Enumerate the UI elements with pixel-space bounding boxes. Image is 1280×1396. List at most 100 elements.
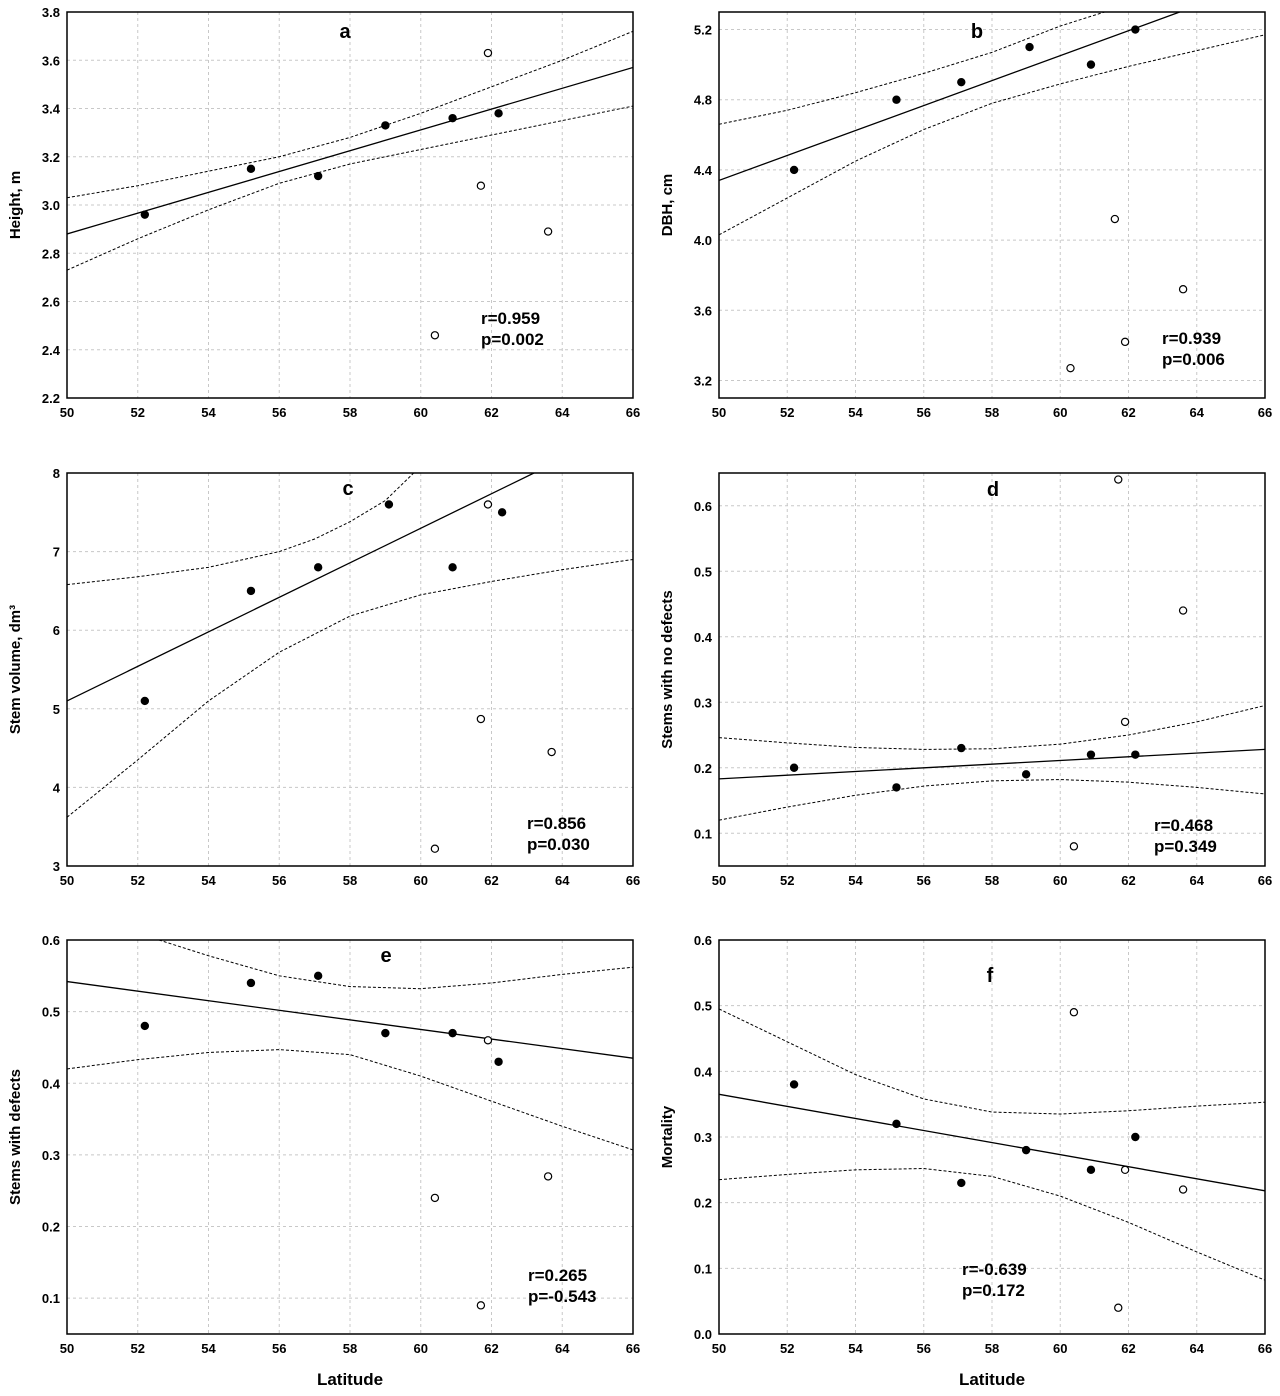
x-tick-label: 62 (1121, 873, 1135, 888)
confidence-band-lower (67, 558, 633, 818)
panel-a: 50 52 54 56 58 60 62 64 66 2.2 2.4 2.6 2.8 3.0 3.2 3.4 3… (7, 5, 640, 420)
y-tick-label: 0.2 (694, 761, 712, 776)
y-axis-title: Stems with no defects (659, 590, 676, 748)
data-point-open (476, 714, 486, 724)
confidence-band-lower (719, 779, 1265, 821)
data-point-filled (1021, 1145, 1031, 1155)
regression-line (67, 980, 633, 1059)
data-point-filled (140, 696, 150, 706)
data-point-filled (381, 121, 390, 130)
x-tick-label: 58 (343, 405, 357, 420)
data-point-open (1178, 285, 1188, 294)
stat-p: p=0.006 (1162, 350, 1225, 369)
data-point-open (430, 844, 440, 853)
x-tick-label: 58 (343, 873, 357, 888)
y-tick-label: 2.8 (42, 246, 60, 261)
data-point-open (1069, 1008, 1079, 1017)
x-tick-label: 64 (555, 1341, 570, 1356)
y-tick-label: 0.5 (694, 999, 712, 1014)
stat-r: r=0.856 (527, 814, 586, 833)
y-tick-label: 0.0 (694, 1327, 712, 1342)
confidence-band-lower (67, 1049, 633, 1151)
x-axis-title: Latitude (317, 1370, 383, 1389)
x-tick-label: 56 (917, 1341, 931, 1356)
y-tick-label: 0.2 (694, 1196, 712, 1211)
plot-frame (66, 11, 634, 399)
panel-b: 50 52 54 56 58 60 62 64 66 3.2 3.6 4.0 4.4 4.8 5.2 DBH,… (659, 11, 1272, 420)
panel-f: 50 52 54 56 58 60 62 64 66 0.0 0.1 0.2 0.3 0.4 0.5 0.6 M… (659, 933, 1272, 1389)
x-tick-label: 66 (1258, 1341, 1272, 1356)
x-tick-label: 54 (201, 873, 216, 888)
y-tick-label: 4.8 (694, 93, 712, 108)
x-tick-label: 58 (985, 1341, 999, 1356)
data-point-filled (494, 1057, 503, 1066)
y-tick-label: 0.4 (694, 630, 713, 645)
data-point-filled (384, 500, 394, 509)
data-point-open (483, 500, 493, 509)
x-tick-label: 60 (1053, 405, 1067, 420)
data-point-open (1178, 606, 1188, 615)
x-tick-label: 66 (626, 405, 640, 420)
x-tick-label: 66 (1258, 873, 1272, 888)
x-tick-label: 58 (343, 1341, 357, 1356)
x-tick-label: 52 (780, 1341, 794, 1356)
y-tick-label: 0.3 (694, 1130, 712, 1145)
plot-frame (66, 939, 634, 1335)
x-tick-label: 54 (201, 405, 216, 420)
regression-line (67, 473, 535, 702)
data-point-filled (246, 978, 256, 988)
y-tick-label: 8 (53, 466, 60, 481)
y-tick-label: 3.2 (42, 150, 60, 165)
y-tick-label: 3.6 (694, 303, 712, 318)
y-tick-label: 0.5 (42, 1005, 60, 1020)
y-tick-label: 0.3 (694, 695, 712, 710)
data-point-filled (789, 165, 799, 175)
x-tick-label: 58 (985, 873, 999, 888)
x-tick-label: 52 (131, 405, 145, 420)
data-point-open (1069, 842, 1079, 851)
y-tick-label: 0.6 (694, 499, 712, 514)
panel-label: c (342, 478, 353, 500)
data-point-filled (892, 95, 901, 104)
x-tick-label: 62 (484, 873, 498, 888)
y-tick-label: 2.6 (42, 295, 60, 310)
y-tick-label: 0.5 (694, 564, 712, 579)
y-tick-label: 3.4 (42, 102, 61, 117)
confidence-band-lower (67, 105, 633, 271)
y-tick-label: 3.8 (42, 5, 60, 20)
stat-p: p=0.030 (527, 835, 590, 854)
y-tick-label: 3.2 (694, 373, 712, 388)
x-tick-label: 50 (712, 405, 726, 420)
data-point-filled (957, 743, 966, 753)
data-point-filled (892, 1119, 901, 1129)
y-tick-label: 0.3 (42, 1148, 60, 1163)
panel-label: b (971, 21, 983, 43)
y-tick-label: 0.1 (42, 1291, 60, 1306)
data-point-filled (1131, 750, 1140, 759)
x-tick-label: 60 (1053, 1341, 1067, 1356)
x-tick-label: 56 (272, 1341, 286, 1356)
x-tick-label: 50 (60, 873, 74, 888)
x-tick-label: 66 (626, 873, 640, 888)
x-tick-label: 64 (1190, 1341, 1205, 1356)
y-tick-label: 2.4 (42, 343, 61, 358)
x-tick-label: 58 (985, 405, 999, 420)
x-tick-label: 62 (484, 1341, 498, 1356)
data-point-filled (1131, 25, 1140, 34)
data-point-filled (1021, 770, 1031, 779)
y-tick-label: 0.1 (694, 1261, 712, 1276)
regression-line (67, 66, 633, 235)
data-point-open (1120, 717, 1130, 727)
data-point-open (483, 48, 493, 58)
y-tick-label: 0.6 (42, 933, 60, 948)
y-tick-label: 2.2 (42, 391, 60, 406)
data-point-open (1120, 337, 1130, 347)
data-point-open (476, 181, 486, 190)
data-point-open (1178, 1185, 1188, 1194)
x-tick-label: 64 (555, 873, 570, 888)
data-point-filled (497, 508, 507, 517)
data-point-filled (246, 586, 256, 596)
y-tick-label: 3.0 (42, 198, 60, 213)
data-point-open (476, 1301, 486, 1310)
